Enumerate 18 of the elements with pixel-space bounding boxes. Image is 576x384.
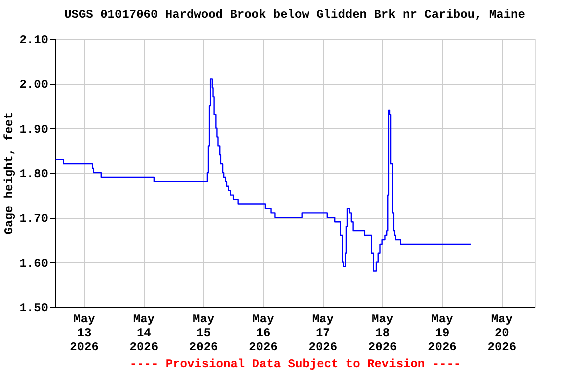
x-tick-label: May 17 2026	[308, 312, 338, 354]
y-tick-label: 1.50	[20, 302, 48, 316]
y-axis-title: Gage height, feet	[2, 112, 17, 235]
y-tick-label: 2.10	[20, 34, 48, 48]
x-tick-label: May 19 2026	[428, 312, 457, 354]
y-tick-label: 1.80	[20, 168, 48, 182]
x-tick-label: May 18 2026	[368, 312, 398, 354]
text: ---- Provisional Data Subject to Revision ----	[130, 358, 462, 372]
x-tick-label: May 13 2026	[70, 312, 99, 354]
x-tick-label: May 20 2026	[488, 312, 517, 354]
x-tick-label: May 14 2026	[130, 312, 159, 354]
y-tick-label: 1.60	[20, 256, 48, 271]
x-tick-label: May 15 2026	[189, 312, 218, 354]
y-tick-label: 1.70	[20, 212, 48, 226]
y-tick-label: 2.00	[20, 78, 48, 92]
y-tick-label: 1.90	[20, 122, 48, 137]
x-tick-label: May 16 2026	[249, 312, 278, 354]
chart-title: USGS 01017060 Hardwood Brook below Glidden Brk nr Caribou, Maine	[64, 8, 526, 22]
